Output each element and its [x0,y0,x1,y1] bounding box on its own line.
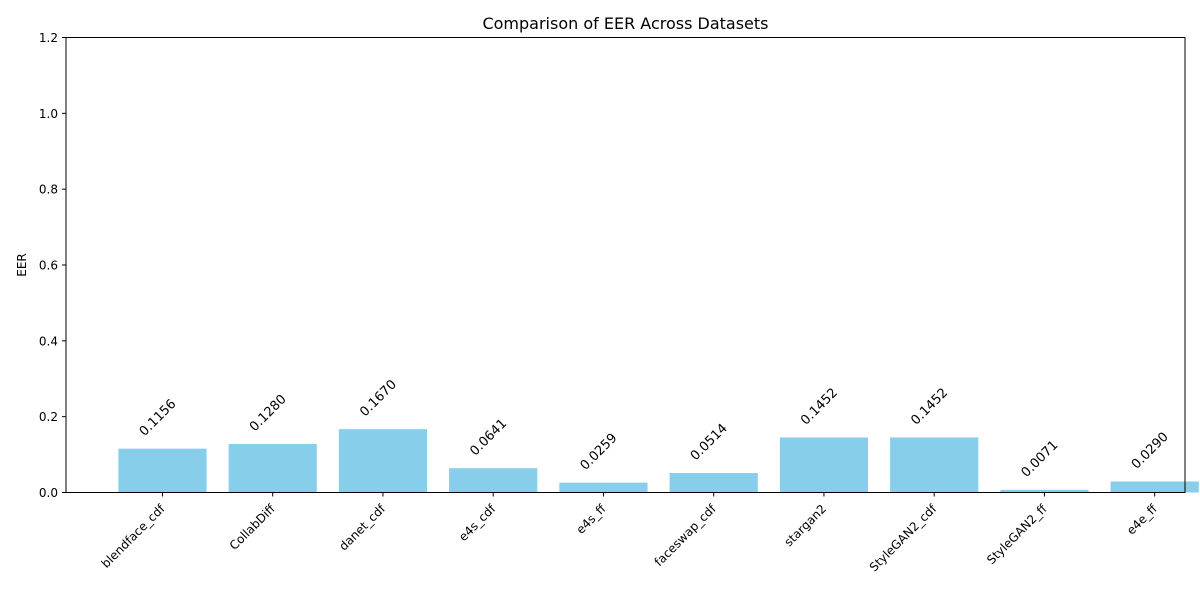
bar-value-label: 0.1452 [908,385,951,428]
bar-faceswap_cdf [669,473,758,493]
bar-value-label: 0.0290 [1129,430,1172,473]
bar-value-label: 0.0071 [1019,438,1062,481]
bar-e4s_cdf [449,468,538,493]
x-tick-label: CollabDiff [227,501,279,553]
x-tick-label: e4s_ff [574,501,610,537]
bar-value-label: 0.0641 [467,416,510,459]
y-tick-label: 0.2 [39,410,58,424]
bar-stargan2 [779,437,869,493]
bar-value-label: 0.0259 [578,431,621,474]
x-tick-label: e4e_ff [1124,501,1160,537]
y-axis: 0.0 0.2 0.4 0.6 0.8 1.0 1.2 [39,31,66,500]
x-tick-label: blendface_cdf [99,501,169,571]
y-tick-label: 0.0 [39,486,58,500]
bars-layer [118,429,1199,493]
x-tick-label: faceswap_cdf [652,501,720,569]
y-axis-label: EER [15,253,29,277]
bar-value-label: 0.1156 [137,397,180,440]
bar-e4s_ff [559,482,648,493]
y-tick-label: 1.2 [39,31,58,45]
bar-value-label: 0.1280 [247,392,290,435]
bar-e4e_ff [1110,481,1199,493]
y-tick-label: 0.8 [39,183,58,197]
chart-title: Comparison of EER Across Datasets [482,14,768,33]
x-axis: blendface_cdf CollabDiff danet_cdf e4s_cdf e… [99,492,1160,574]
bar-StyleGAN2_ff [1000,489,1089,493]
x-tick-label: StyleGAN2_cdf [867,501,940,574]
bar-value-label: 0.0514 [688,421,731,464]
y-tick-label: 0.6 [39,259,58,273]
plot-frame [65,37,1186,493]
bar-CollabDiff [228,443,317,493]
y-tick-label: 0.4 [39,334,58,348]
x-tick-label: danet_cdf [336,501,388,553]
x-tick-label: StyleGAN2_ff [984,501,1050,567]
y-tick-label: 1.0 [39,107,58,121]
bar-StyleGAN2_cdf [890,437,979,493]
x-tick-label: e4s_cdf [456,501,499,544]
x-tick-label: stargan2 [782,502,830,550]
bar-value-label: 0.1670 [357,377,400,420]
bar-value-label: 0.1452 [798,385,841,428]
bar-danet_cdf [338,429,428,493]
bar-blendface_cdf [118,448,207,493]
